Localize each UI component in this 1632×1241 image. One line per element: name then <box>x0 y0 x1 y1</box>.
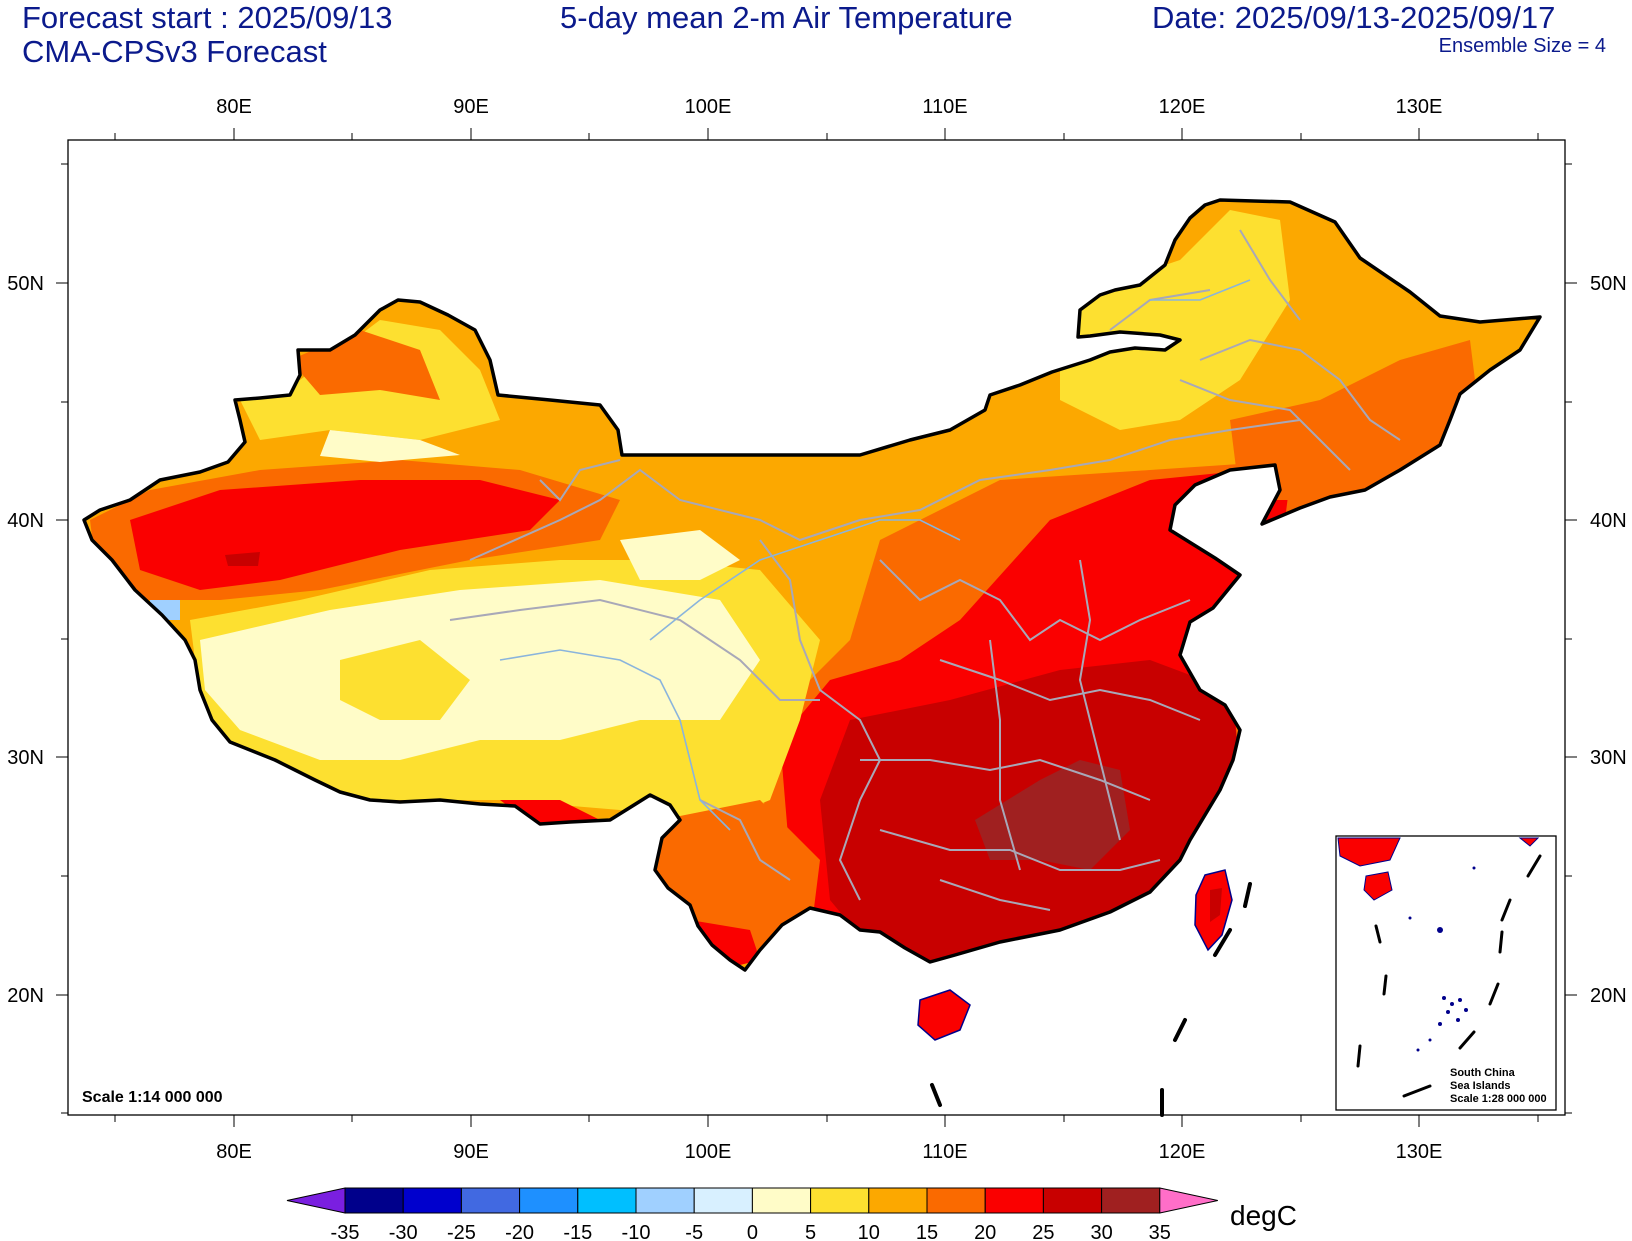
colorbar-label: -15 <box>563 1222 592 1241</box>
colorbar-swatch <box>1101 1187 1161 1214</box>
inset-map: South China Sea Islands Scale 1:28 000 0… <box>1335 835 1557 1111</box>
scale-label: Scale 1:14 000 000 <box>82 1089 223 1106</box>
inset-scale-label: Scale 1:28 000 000 <box>1450 1093 1547 1105</box>
colorbar-label: -30 <box>389 1222 418 1241</box>
colorbar-max-arrow <box>1159 1187 1218 1214</box>
lon-label: 110E <box>922 96 967 118</box>
lat-label: 50N <box>1590 273 1627 295</box>
colorbar-swatch <box>460 1187 521 1214</box>
colorbar-swatch <box>577 1187 637 1214</box>
province-boundaries <box>449 229 1401 911</box>
country-outline <box>82 198 1542 972</box>
colorbar-swatch <box>926 1187 986 1214</box>
lon-label: 100E <box>685 1141 732 1163</box>
colorbar-label: -20 <box>505 1222 534 1241</box>
lat-label: 40N <box>1590 510 1627 532</box>
colorbar-label: -10 <box>622 1222 651 1241</box>
colorbar-swatch <box>693 1187 753 1214</box>
inset-label-line2: Sea Islands <box>1450 1080 1511 1092</box>
colorbar-swatch <box>810 1187 870 1214</box>
lon-label: 90E <box>453 96 489 118</box>
colorbar-label: 15 <box>916 1222 938 1241</box>
colorbar-swatch <box>751 1187 812 1214</box>
maritime-boundary <box>930 882 1252 1117</box>
colorbar-swatch <box>519 1187 579 1214</box>
forecast-start-label: Forecast start : 2025/09/13 <box>22 0 393 35</box>
lon-labels-top: 80E 90E 100E 110E 120E 130E <box>216 96 1442 118</box>
colorbar-min-arrow <box>286 1187 346 1214</box>
lat-labels-right: 50N 40N 30N 20N <box>1590 273 1627 1007</box>
colorbar-label: -25 <box>447 1222 476 1241</box>
ensemble-size-label: Ensemble Size = 4 <box>1438 35 1606 57</box>
colorbar-label: -35 <box>331 1222 360 1241</box>
lon-label: 80E <box>216 96 252 118</box>
taiwan-interior <box>1210 888 1222 922</box>
lon-label: 130E <box>1396 96 1443 118</box>
model-label: CMA-CPSv3 Forecast <box>22 34 327 69</box>
lat-label: 30N <box>1590 747 1627 769</box>
lat-label: 50N <box>7 273 44 295</box>
lon-label: 100E <box>685 96 732 118</box>
lon-label: 90E <box>453 1141 489 1163</box>
colorbar-label: 10 <box>858 1222 880 1241</box>
lon-label: 80E <box>216 1141 252 1163</box>
lat-label: 20N <box>1590 985 1627 1007</box>
chart-title: 5-day mean 2-m Air Temperature <box>560 0 1013 35</box>
colorbar-label: 20 <box>974 1222 996 1241</box>
rivers <box>499 279 1251 831</box>
lon-label: 110E <box>922 1141 967 1163</box>
date-range-label: Date: 2025/09/13-2025/09/17 <box>1152 0 1556 35</box>
map-ticks <box>56 128 1577 1127</box>
colorbar-label: -5 <box>685 1222 703 1241</box>
colorbar-label: 5 <box>805 1222 816 1241</box>
colorbar-swatch <box>868 1187 928 1214</box>
colorbar-swatch <box>984 1187 1044 1214</box>
lat-label: 20N <box>7 985 44 1007</box>
colorbar-swatch <box>402 1187 462 1214</box>
inset-label-line1: South China <box>1450 1067 1516 1079</box>
lat-label: 40N <box>7 510 44 532</box>
colorbar-swatch <box>635 1187 695 1214</box>
lon-labels-bottom: 80E 90E 100E 110E 120E 130E <box>216 1141 1442 1163</box>
colorbar: -35 -30 -25 -20 -15 -10 -5 0 5 10 15 20 25 30 35 <box>286 1187 1218 1241</box>
lat-label: 30N <box>7 747 44 769</box>
colorbar-swatch <box>344 1187 404 1214</box>
colorbar-label: 0 <box>747 1222 758 1241</box>
colorbar-swatch <box>1042 1187 1103 1214</box>
hainan-island <box>917 989 971 1041</box>
colorbar-unit: degC <box>1230 1200 1297 1231</box>
lat-labels-left: 50N 40N 30N 20N <box>7 273 44 1007</box>
colorbar-label: 35 <box>1149 1222 1171 1241</box>
colorbar-label: 25 <box>1032 1222 1054 1241</box>
lon-label: 120E <box>1159 1141 1206 1163</box>
lon-label: 120E <box>1159 96 1206 118</box>
colorbar-label: 30 <box>1090 1222 1112 1241</box>
lon-label: 130E <box>1396 1141 1443 1163</box>
